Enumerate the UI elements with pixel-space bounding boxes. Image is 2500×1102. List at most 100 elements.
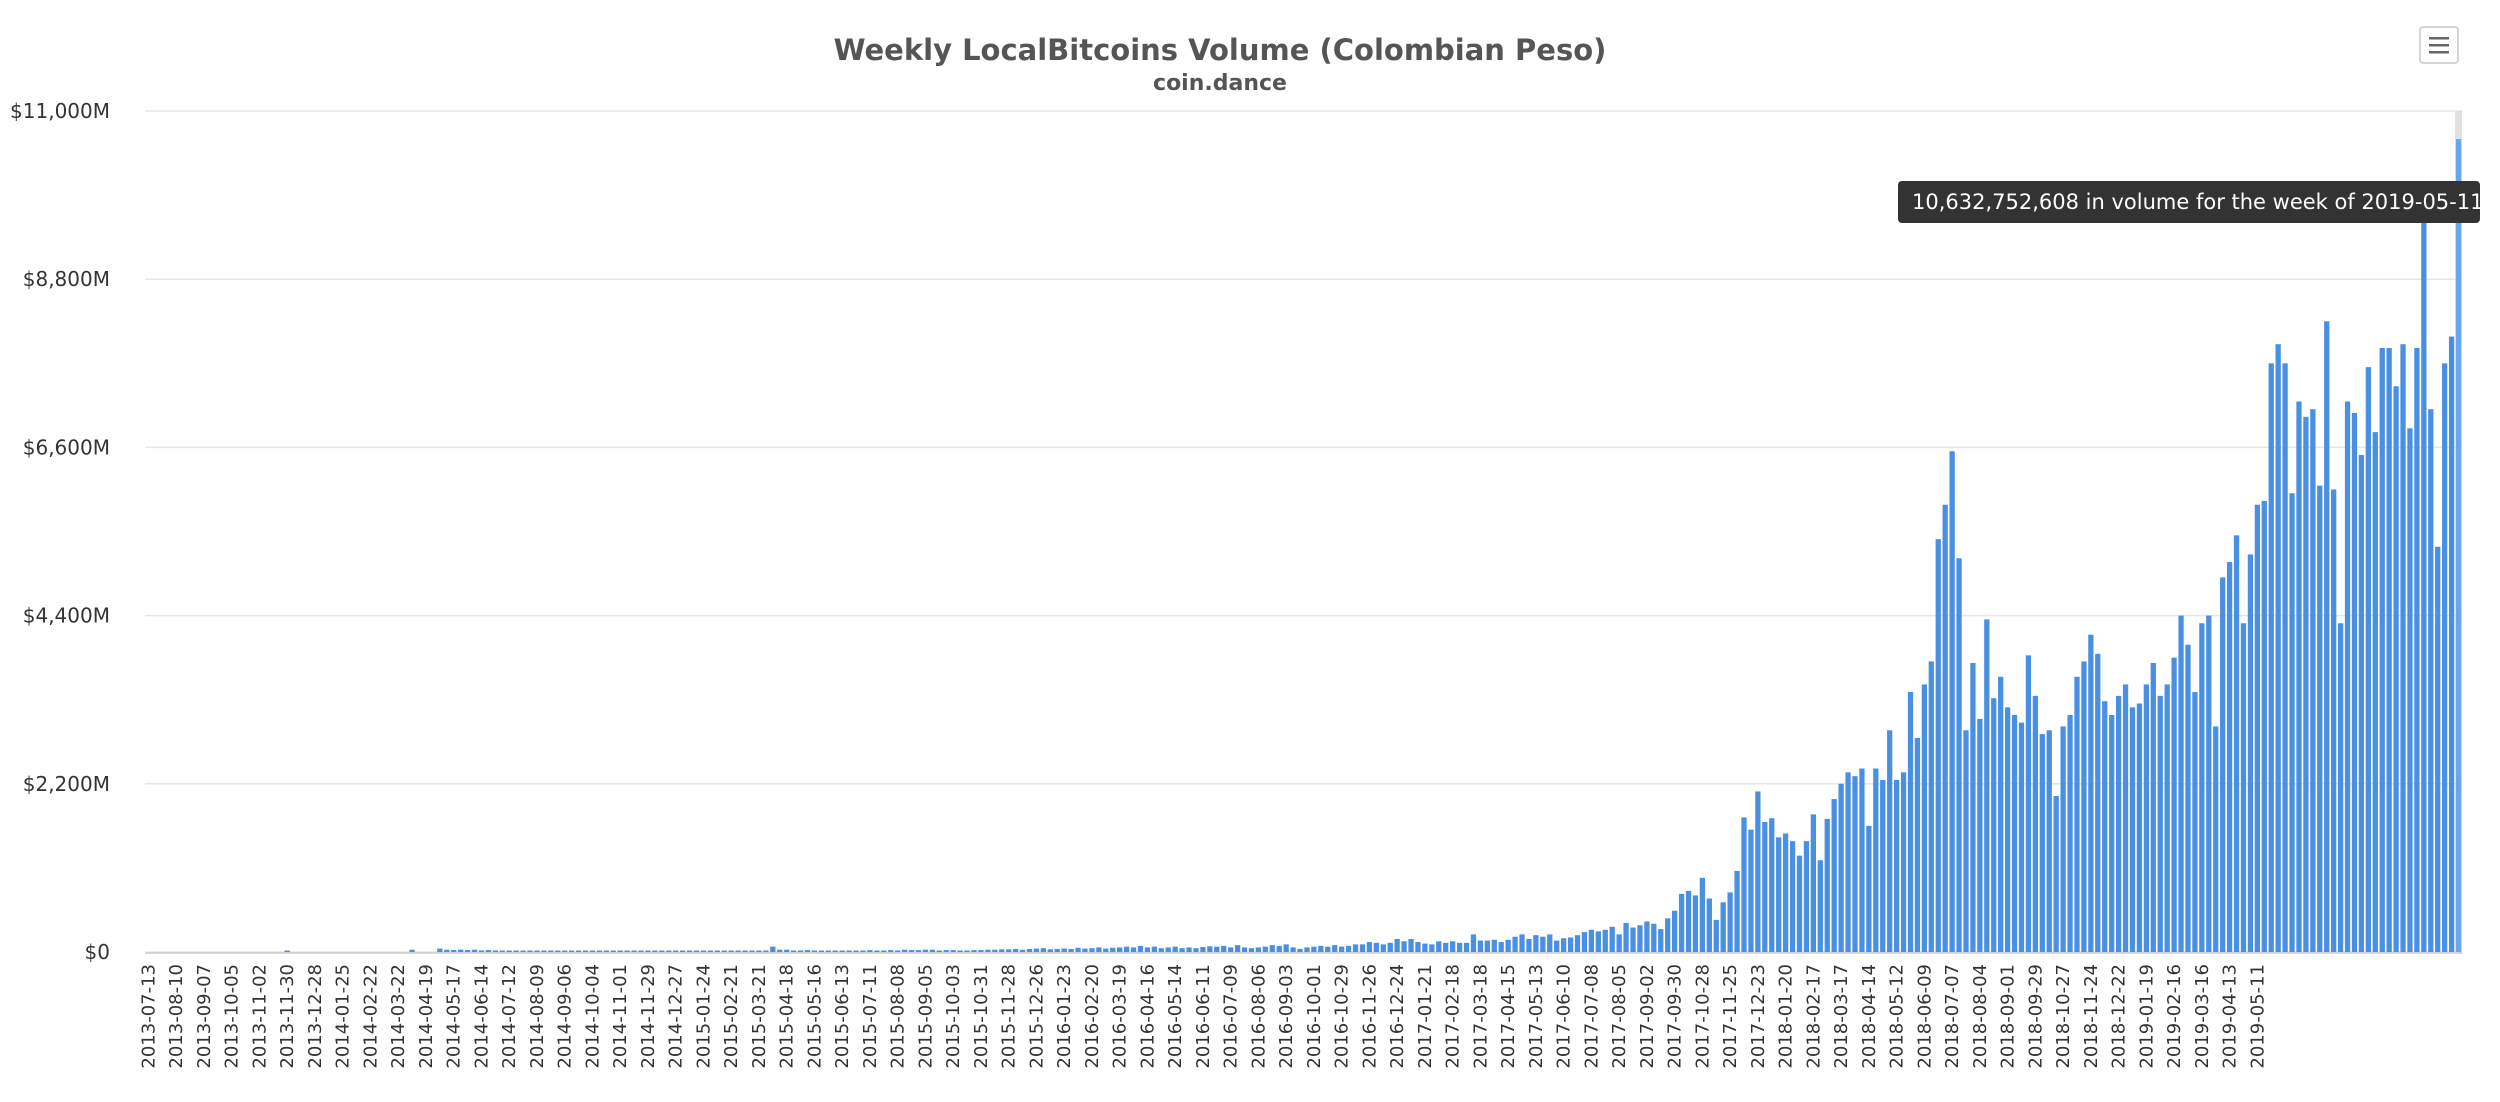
bar[interactable] xyxy=(1928,661,1934,952)
bar[interactable] xyxy=(2351,412,2358,952)
bar[interactable] xyxy=(1352,944,1359,952)
bar[interactable] xyxy=(825,950,831,953)
bar[interactable] xyxy=(2018,722,2025,952)
bar[interactable] xyxy=(2081,661,2087,952)
bar[interactable] xyxy=(888,950,894,952)
bar[interactable] xyxy=(1262,946,1268,952)
bar[interactable] xyxy=(1817,860,1823,952)
bar[interactable] xyxy=(2102,701,2108,952)
bar[interactable] xyxy=(409,949,415,952)
bar[interactable] xyxy=(1769,818,1775,952)
bar[interactable] xyxy=(645,950,651,953)
bar[interactable] xyxy=(964,950,970,952)
bar[interactable] xyxy=(1609,926,1615,952)
bar[interactable] xyxy=(1443,942,1449,952)
bar[interactable] xyxy=(1810,814,1817,952)
bar[interactable] xyxy=(458,949,464,952)
bar[interactable] xyxy=(860,950,866,952)
bar[interactable] xyxy=(1880,779,1886,952)
bar[interactable] xyxy=(2317,485,2323,952)
bar[interactable] xyxy=(2088,634,2094,952)
bar[interactable] xyxy=(1949,451,1955,952)
bar[interactable] xyxy=(2275,344,2281,952)
bar[interactable] xyxy=(1748,829,1754,952)
bar[interactable] xyxy=(1429,944,1435,952)
bar[interactable] xyxy=(2046,730,2052,952)
bar[interactable] xyxy=(284,950,290,953)
bar[interactable] xyxy=(1706,898,1712,952)
bar[interactable] xyxy=(1637,925,1643,952)
bar[interactable] xyxy=(2074,676,2080,952)
bar[interactable] xyxy=(2393,386,2399,953)
bar[interactable] xyxy=(548,950,554,953)
bar[interactable] xyxy=(1082,948,1088,952)
bar[interactable] xyxy=(1685,890,1692,952)
bar[interactable] xyxy=(1450,941,1456,952)
bar[interactable] xyxy=(666,950,672,953)
bar[interactable] xyxy=(2004,707,2011,952)
bar[interactable] xyxy=(638,950,644,953)
bar[interactable] xyxy=(1914,737,1921,952)
bar[interactable] xyxy=(1672,910,1678,952)
bar[interactable] xyxy=(749,950,755,953)
bar[interactable] xyxy=(2358,455,2365,952)
bar[interactable] xyxy=(707,950,714,953)
bar[interactable] xyxy=(1123,946,1130,952)
bar[interactable] xyxy=(2344,401,2351,952)
bar[interactable] xyxy=(485,950,492,952)
bar[interactable] xyxy=(1692,895,1699,952)
bar[interactable] xyxy=(1651,923,1657,952)
bar[interactable] xyxy=(492,950,498,952)
bar[interactable] xyxy=(1304,947,1310,952)
bar[interactable] xyxy=(596,950,603,953)
bar[interactable] xyxy=(1512,936,1518,952)
bar[interactable] xyxy=(1276,945,1282,952)
bar[interactable] xyxy=(1727,892,1733,952)
bar[interactable] xyxy=(1290,947,1296,952)
bar[interactable] xyxy=(908,950,915,952)
bar[interactable] xyxy=(1283,944,1289,952)
bar[interactable] xyxy=(1935,539,1941,952)
bar[interactable] xyxy=(1963,730,1969,952)
bar[interactable] xyxy=(1893,779,1900,952)
bar[interactable] xyxy=(929,949,935,952)
bar[interactable] xyxy=(2386,348,2392,952)
bar[interactable] xyxy=(1255,947,1262,952)
bar[interactable] xyxy=(2150,663,2156,952)
bar[interactable] xyxy=(2261,500,2267,952)
bar[interactable] xyxy=(1741,817,1747,952)
bar[interactable] xyxy=(1470,934,1477,952)
bar[interactable] xyxy=(582,950,589,953)
bar[interactable] xyxy=(770,946,776,952)
bar[interactable] xyxy=(2226,562,2233,952)
bar[interactable] xyxy=(1713,919,1719,952)
bar[interactable] xyxy=(673,950,679,953)
bar[interactable] xyxy=(1873,768,1879,952)
bar[interactable] xyxy=(1006,949,1012,952)
bar[interactable] xyxy=(1075,947,1081,952)
bar[interactable] xyxy=(2095,653,2101,952)
bar[interactable] xyxy=(1089,948,1095,952)
bar[interactable] xyxy=(797,950,804,952)
bar[interactable] xyxy=(1158,948,1164,952)
bar[interactable] xyxy=(471,949,478,952)
bar[interactable] xyxy=(1970,663,1976,952)
bar[interactable] xyxy=(790,950,797,952)
bar[interactable] xyxy=(2067,714,2073,952)
bar[interactable] xyxy=(2448,336,2455,953)
bar[interactable] xyxy=(1054,948,1060,952)
bar[interactable] xyxy=(1345,945,1352,952)
bar[interactable] xyxy=(478,950,485,952)
bar[interactable] xyxy=(756,950,762,953)
bar[interactable] xyxy=(1477,940,1484,952)
bar[interactable] xyxy=(999,949,1005,952)
bar[interactable] xyxy=(1151,946,1157,952)
bar[interactable] xyxy=(1755,791,1761,952)
bar[interactable] xyxy=(1221,945,1227,952)
bar[interactable] xyxy=(1956,558,1962,952)
bar[interactable] xyxy=(2115,695,2122,952)
menu-button[interactable] xyxy=(2419,26,2459,64)
bar[interactable] xyxy=(1942,504,1948,952)
bar[interactable] xyxy=(1540,936,1546,952)
